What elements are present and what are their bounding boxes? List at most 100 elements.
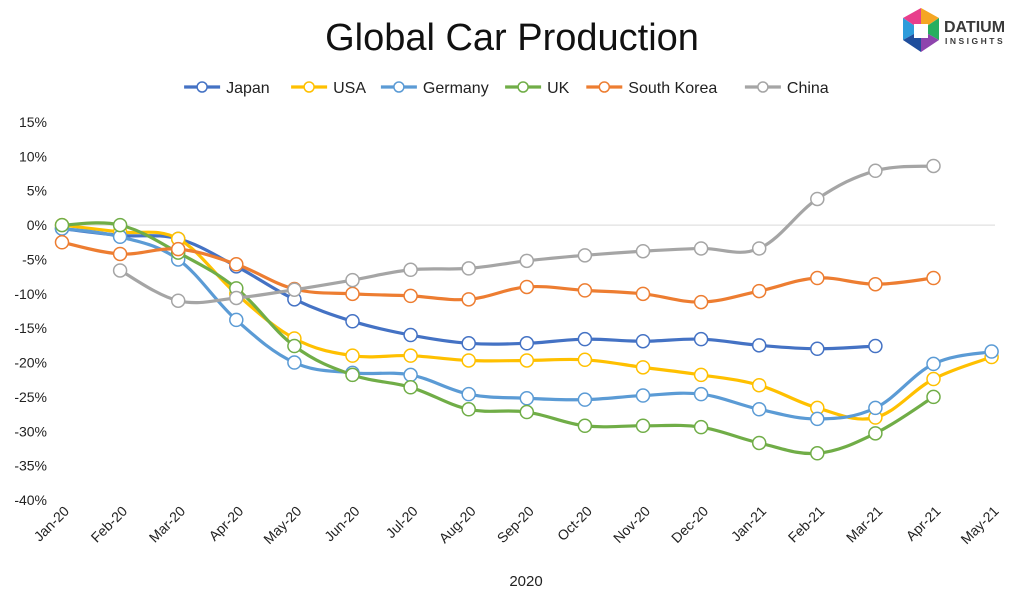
data-point [519,353,535,368]
data-point [403,380,418,395]
data-point [693,419,709,435]
legend-label: Germany [423,80,489,97]
data-point [926,270,941,286]
data-point [577,248,593,263]
data-point [461,336,476,351]
data-point [810,446,825,461]
data-point [403,288,418,304]
x-tick-label: Oct-20 [554,503,595,544]
data-point [403,262,418,278]
datium-logo-icon [903,8,939,52]
data-point [519,404,535,420]
x-axis-label: 2020 [509,573,542,590]
legend-marker [303,81,315,93]
y-tick-label: -30% [14,423,47,439]
data-point [751,402,767,417]
legend-item: China [744,80,829,97]
data-point [577,352,593,368]
data-point [810,270,825,286]
data-point [345,272,360,288]
data-point [577,331,593,347]
data-point [229,257,244,272]
series-germany [54,221,999,427]
x-tick-label: Apr-21 [903,503,944,544]
data-point [635,286,651,302]
y-tick-label: -25% [14,389,47,405]
logo: DATIUM INSIGHTS [903,8,1005,52]
data-point [810,411,825,427]
data-point [635,388,651,403]
data-point [868,163,883,179]
data-point [810,191,825,207]
x-tick-label: Feb-20 [88,503,131,546]
data-point [519,391,535,406]
legend-marker [196,81,208,93]
data-point [868,338,883,354]
legend: Japan USA Germany UK South Korea China [184,80,829,97]
legend-label: UK [547,80,570,97]
data-point [577,283,593,298]
legend-marker [393,81,405,93]
data-point [403,327,418,343]
legend-marker [598,81,611,93]
data-point [577,418,593,434]
data-point [229,312,244,328]
data-point [403,348,418,363]
data-point [345,367,360,383]
data-point [635,333,651,349]
x-tick-label: Mar-20 [146,503,189,546]
x-tick-label: Apr-20 [205,503,246,544]
data-point [112,246,128,262]
x-tick-label: Mar-21 [843,503,886,546]
y-tick-label: 15% [19,114,47,130]
data-point [461,292,476,307]
data-point [868,426,883,441]
data-point [170,293,186,308]
data-point [751,338,767,353]
legend-marker [757,81,769,93]
data-point [926,389,941,405]
data-point [984,344,999,359]
data-point [345,314,360,329]
data-point [693,331,709,347]
data-point [519,336,535,351]
data-point [287,355,302,370]
data-point [693,241,709,256]
data-point [751,283,767,299]
legend-item: USA [291,80,366,97]
data-point [229,290,244,306]
data-point [926,371,941,387]
data-point [112,217,128,233]
data-point [693,386,709,402]
series-group [54,158,999,461]
data-point [54,217,70,233]
data-point [751,241,767,256]
x-tick-label: Jun-20 [321,503,363,545]
legend-item: UK [505,80,570,97]
data-point [403,367,418,383]
logo-name: DATIUM [944,19,1005,36]
x-tick-label: Dec-20 [668,503,711,546]
y-tick-label: -15% [14,320,47,336]
legend-label: China [787,80,829,97]
logo-sub: INSIGHTS [945,36,1005,46]
y-tick-label: 5% [27,183,47,199]
y-tick-label: 0% [27,217,47,233]
x-tick-label: Jul-20 [382,503,420,541]
data-point [54,235,70,250]
legend-item: South Korea [586,80,717,97]
data-point [926,158,941,174]
legend-label: USA [333,80,366,97]
data-point [635,243,651,259]
series-south-korea [54,235,941,310]
series-uk [54,217,941,461]
data-point [287,282,302,297]
data-point [868,276,883,292]
data-point [926,356,941,372]
legend-label: South Korea [628,80,717,97]
data-point [461,402,476,417]
data-point [345,348,360,363]
y-tick-label: -5% [22,251,47,267]
data-point [635,360,651,375]
